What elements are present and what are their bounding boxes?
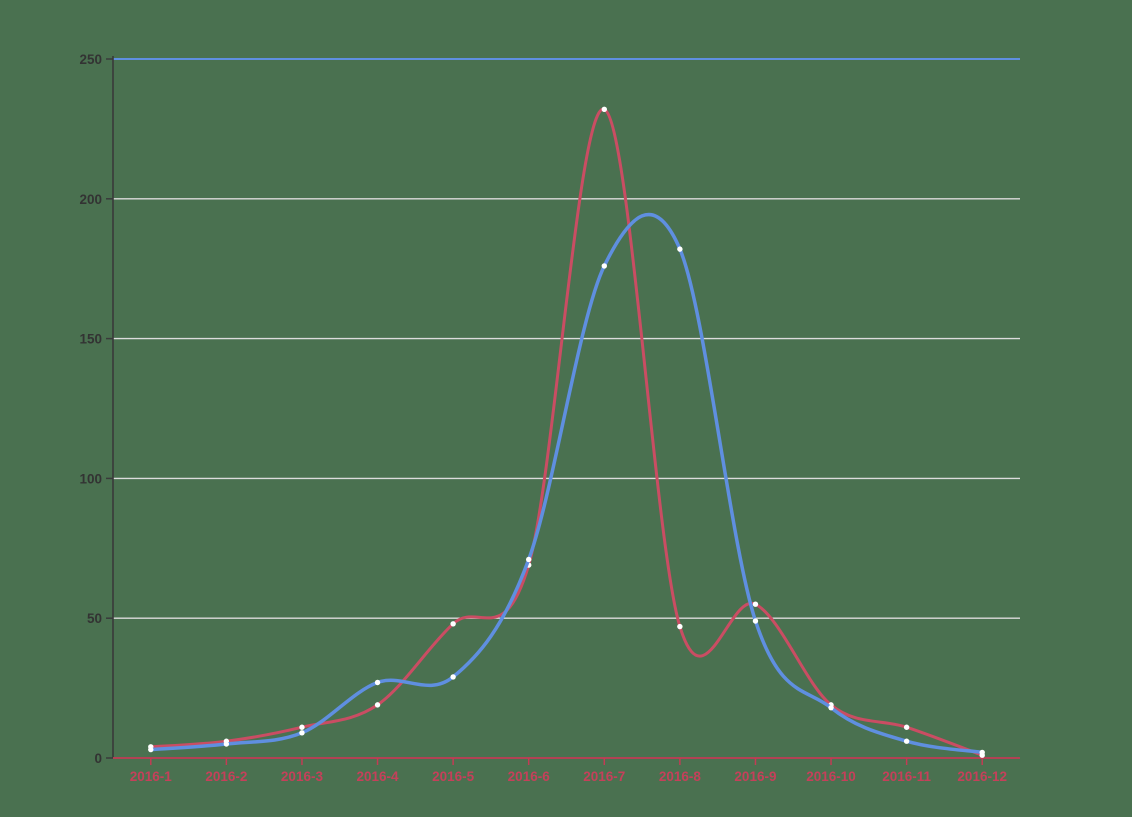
series-blue-point-2016-6[interactable] [526,556,532,563]
x-axis-label: 2016-8 [659,769,702,784]
y-axis-label: 50 [87,611,102,626]
series-red-point-2016-9[interactable] [752,601,759,607]
x-axis-label: 2016-6 [508,769,551,784]
series-blue-point-2016-9[interactable] [752,618,759,624]
x-axis-label: 2016-5 [432,769,475,784]
y-axis-label: 100 [79,471,102,486]
series-red-point-2016-3[interactable] [299,724,305,730]
y-axis-label: 0 [94,751,102,766]
x-axis-label: 2016-3 [281,769,324,784]
x-axis-label: 2016-12 [957,769,1007,784]
y-axis-label: 250 [79,52,102,67]
x-axis-label: 2016-7 [583,769,625,784]
x-axis-label: 2016-11 [882,769,931,784]
series-blue-point-2016-4[interactable] [374,679,381,686]
series-blue-point-2016-2[interactable] [223,741,230,747]
series-blue-point-2016-8[interactable] [677,246,683,252]
series-red-point-2016-8[interactable] [677,623,683,630]
series-blue-line [149,212,984,755]
series-blue-point-2016-5[interactable] [450,674,456,680]
series-red-line [149,107,984,757]
x-axis-label: 2016-9 [734,769,776,784]
y-axis-label: 200 [79,192,102,207]
series-blue-point-2016-12[interactable] [979,749,985,756]
series-red-point-2016-5[interactable] [450,621,456,627]
series-blue-point-2016-10[interactable] [828,704,834,711]
series-red-point-2016-7[interactable] [601,106,607,113]
x-axis-label: 2016-2 [205,769,247,784]
x-axis-label: 2016-4 [357,769,400,784]
series-blue-point-2016-7[interactable] [601,263,607,269]
series-red-point-2016-11[interactable] [903,724,910,730]
series-blue-point-2016-11[interactable] [903,738,910,744]
series-red-point-2016-4[interactable] [374,702,381,708]
x-axis-label: 2016-1 [130,769,173,784]
x-axis-label: 2016-10 [806,769,856,784]
y-axis-label: 150 [79,332,102,347]
series-blue-point-2016-1[interactable] [148,746,154,753]
series-blue-point-2016-3[interactable] [299,730,305,736]
